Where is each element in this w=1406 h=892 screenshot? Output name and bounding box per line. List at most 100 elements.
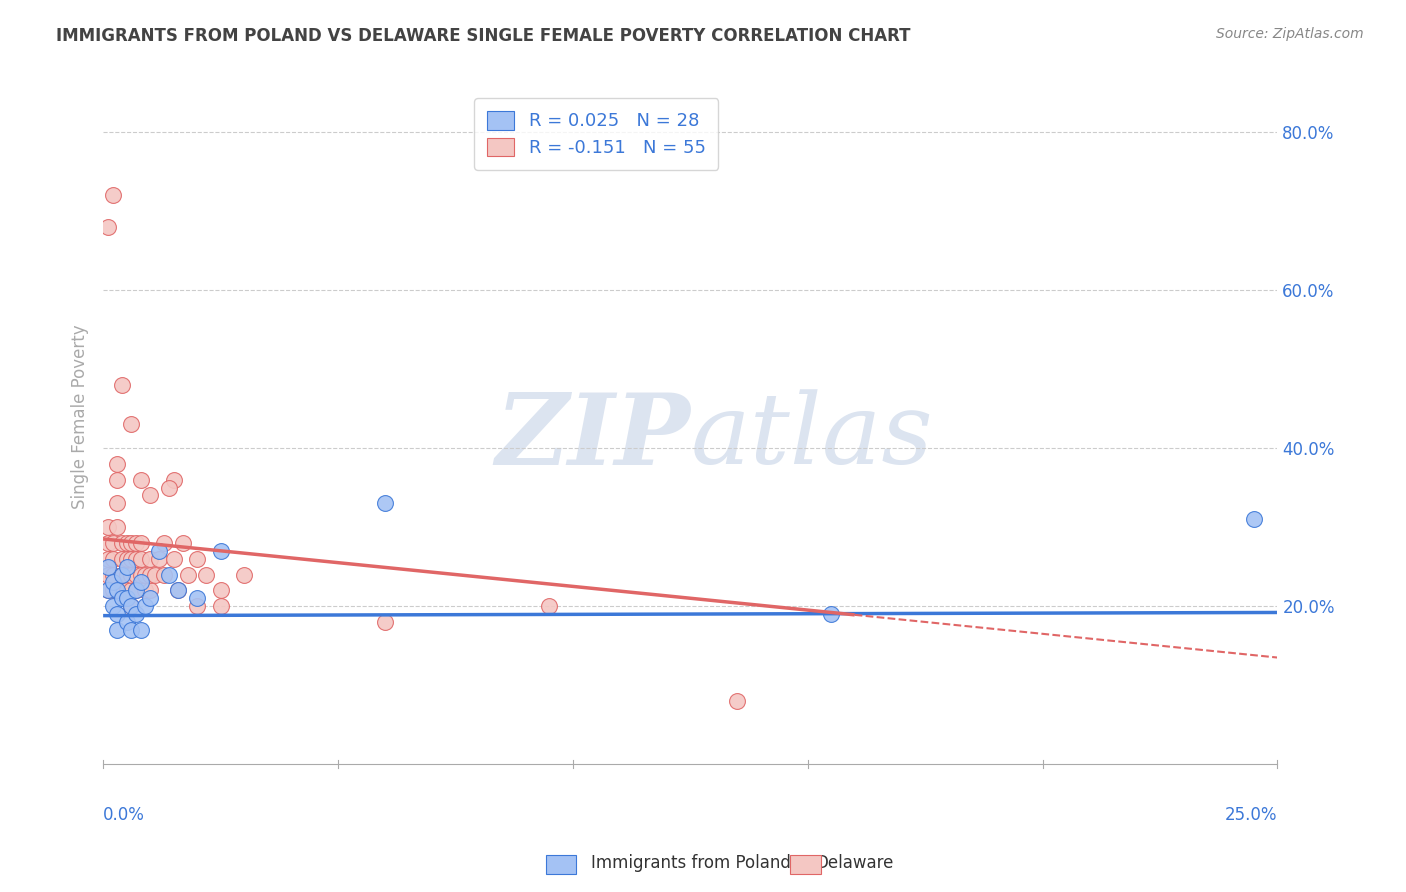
Point (129, 551, 152, 566)
Point (120, 599, 142, 614)
Point (129, 575, 152, 590)
Point (148, 543, 170, 558)
Point (111, 591, 134, 606)
Point (105, 583, 128, 598)
Point (115, 536, 138, 550)
Point (186, 591, 208, 606)
Point (139, 551, 162, 566)
Point (97, 219, 120, 234)
Point (148, 551, 170, 566)
Point (129, 473, 152, 487)
Point (125, 567, 148, 582)
Point (97, 551, 120, 566)
Point (139, 583, 162, 598)
Point (105, 607, 128, 621)
Point (820, 607, 842, 621)
Point (111, 583, 134, 598)
Point (120, 536, 142, 550)
Point (209, 599, 232, 614)
Point (120, 623, 142, 637)
Text: IMMIGRANTS FROM POLAND VS DELAWARE SINGLE FEMALE POVERTY CORRELATION CHART: IMMIGRANTS FROM POLAND VS DELAWARE SINGL… (56, 27, 911, 45)
Point (115, 583, 138, 598)
Point (101, 599, 124, 614)
Point (97, 520, 120, 534)
Point (233, 567, 256, 582)
Point (153, 567, 176, 582)
Point (153, 536, 176, 550)
Point (111, 567, 134, 582)
Point (111, 551, 134, 566)
Point (111, 377, 134, 392)
Point (167, 583, 190, 598)
Point (139, 488, 162, 502)
Point (125, 583, 148, 598)
Point (134, 583, 156, 598)
Point (125, 551, 148, 566)
Legend: R = 0.025   N = 28, R = -0.151   N = 55: R = 0.025 N = 28, R = -0.151 N = 55 (474, 98, 718, 169)
Text: ZIP: ZIP (495, 389, 690, 485)
Y-axis label: Single Female Poverty: Single Female Poverty (72, 324, 89, 508)
Point (374, 615, 396, 629)
Point (105, 623, 128, 637)
Text: Source: ZipAtlas.com: Source: ZipAtlas.com (1216, 27, 1364, 41)
Text: atlas: atlas (690, 390, 934, 485)
Point (101, 536, 124, 550)
Point (120, 599, 142, 614)
Point (115, 591, 138, 606)
Point (115, 615, 138, 629)
Point (129, 623, 152, 637)
Point (209, 583, 232, 598)
Point (129, 536, 152, 550)
Point (172, 536, 194, 550)
Point (120, 583, 142, 598)
Point (120, 551, 142, 566)
Text: Delaware: Delaware (815, 855, 894, 872)
Point (101, 188, 124, 202)
Text: 0.0%: 0.0% (103, 806, 145, 824)
Point (97, 559, 120, 574)
Point (125, 536, 148, 550)
Point (157, 481, 180, 495)
Text: 25.0%: 25.0% (1225, 806, 1278, 824)
Point (105, 520, 128, 534)
Point (374, 496, 396, 510)
Point (115, 567, 138, 582)
Point (134, 567, 156, 582)
Point (139, 591, 162, 606)
Point (120, 567, 142, 582)
Point (115, 551, 138, 566)
Point (120, 417, 142, 432)
Point (105, 583, 128, 598)
Point (134, 599, 156, 614)
Point (157, 567, 180, 582)
Point (125, 607, 148, 621)
Point (538, 599, 561, 614)
Point (97, 567, 120, 582)
Point (101, 583, 124, 598)
Point (97, 583, 120, 598)
Point (101, 551, 124, 566)
Point (162, 551, 184, 566)
Point (105, 496, 128, 510)
Point (209, 543, 232, 558)
Point (195, 567, 218, 582)
Text: Immigrants from Poland: Immigrants from Poland (591, 855, 790, 872)
Point (97, 536, 120, 550)
Point (111, 567, 134, 582)
Point (725, 694, 748, 708)
Point (162, 473, 184, 487)
Point (97, 583, 120, 598)
Point (101, 575, 124, 590)
Point (1243, 512, 1265, 526)
Point (186, 551, 208, 566)
Point (143, 567, 166, 582)
Point (125, 583, 148, 598)
Point (176, 567, 198, 582)
Point (167, 583, 190, 598)
Point (105, 473, 128, 487)
Point (115, 559, 138, 574)
Point (186, 599, 208, 614)
Point (139, 567, 162, 582)
Point (101, 567, 124, 582)
Point (105, 457, 128, 471)
